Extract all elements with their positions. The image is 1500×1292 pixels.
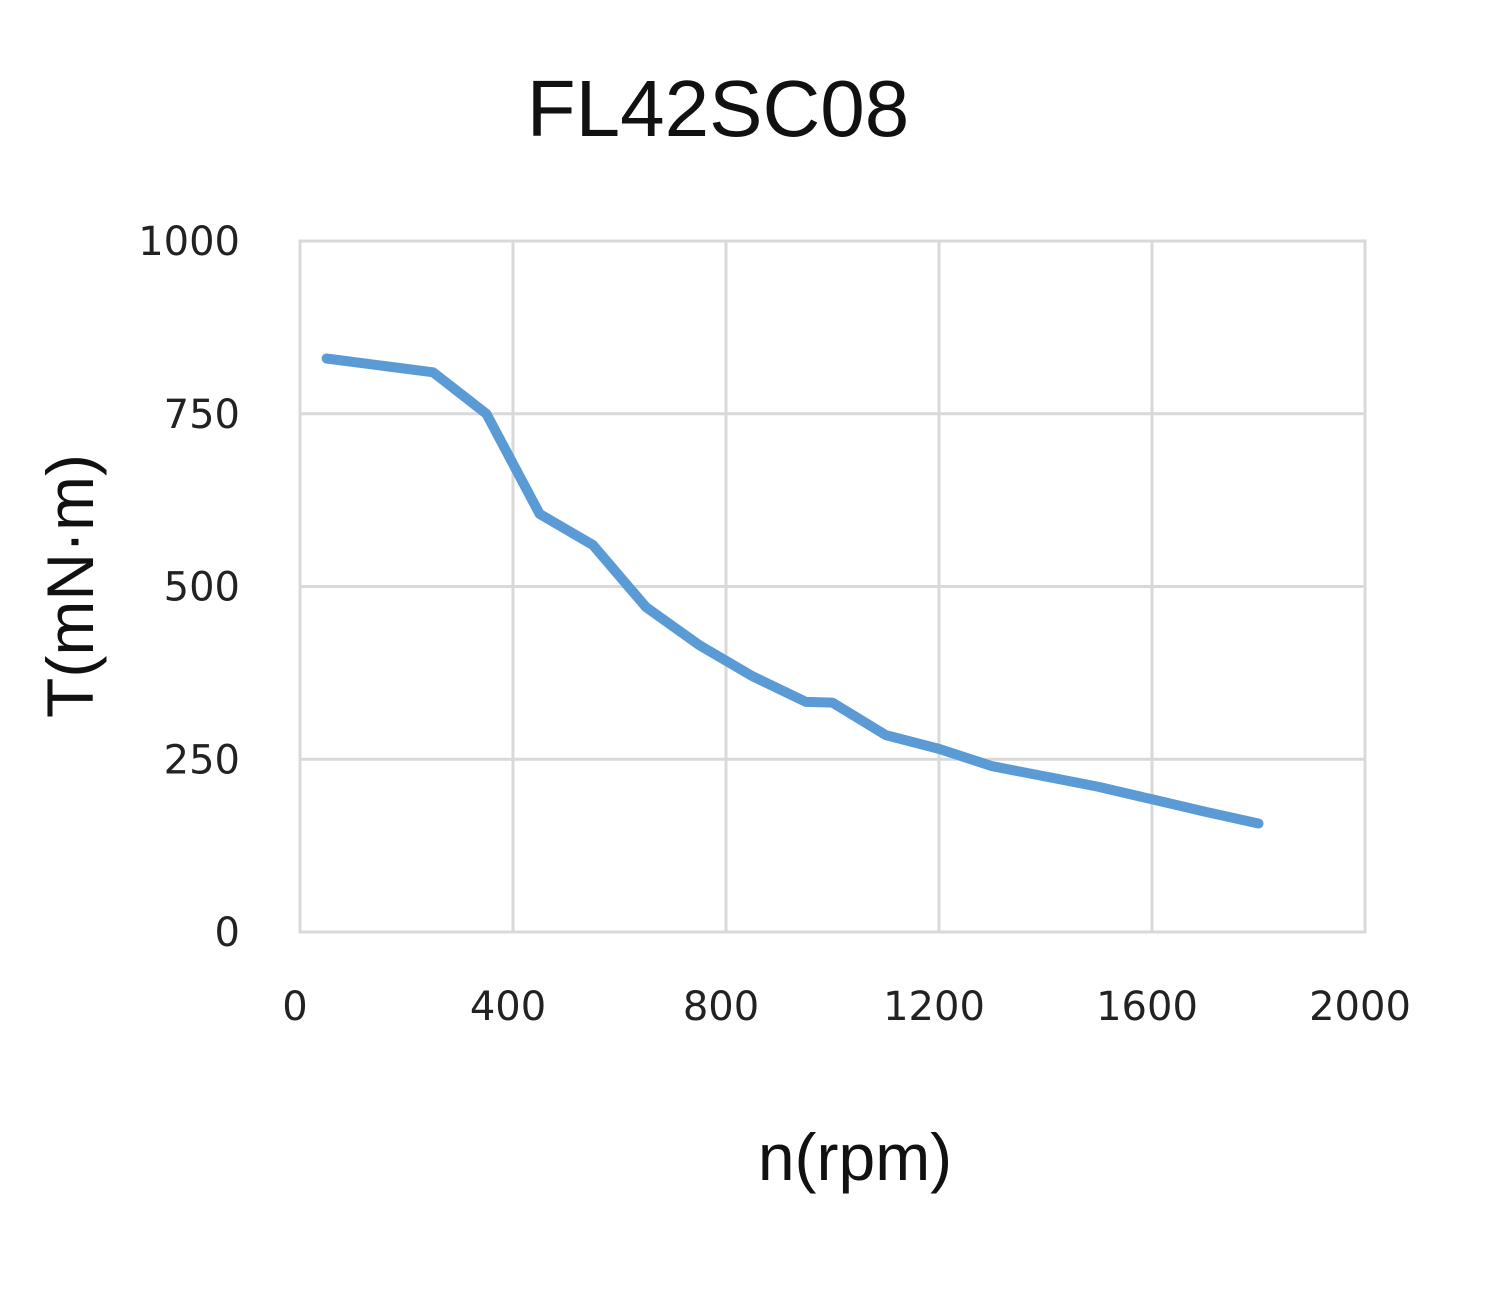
chart-title: FL42SC08 <box>527 64 909 153</box>
y-tick-label: 750 <box>164 392 240 438</box>
y-axis-ticks: 0 250 500 750 1000 <box>138 219 240 956</box>
plot-area <box>298 239 1367 934</box>
y-tick-label: 500 <box>164 565 240 611</box>
y-axis-label: T(mN·m) <box>33 454 107 718</box>
x-tick-label: 800 <box>683 984 759 1030</box>
y-tick-label: 0 <box>215 910 240 956</box>
x-axis-ticks: 0 400 800 1200 1600 2000 <box>282 984 1411 1030</box>
x-tick-label: 0 <box>282 984 307 1030</box>
x-tick-label: 2000 <box>1309 984 1411 1030</box>
x-tick-label: 1600 <box>1096 984 1198 1030</box>
y-tick-label: 250 <box>164 737 240 783</box>
grid <box>298 239 1367 934</box>
x-tick-label: 400 <box>470 984 546 1030</box>
series-line <box>321 353 1264 829</box>
series-layer <box>321 353 1264 829</box>
y-tick-label: 1000 <box>138 219 240 265</box>
x-tick-label: 1200 <box>883 984 985 1030</box>
x-axis-label: n(rpm) <box>758 1120 952 1194</box>
